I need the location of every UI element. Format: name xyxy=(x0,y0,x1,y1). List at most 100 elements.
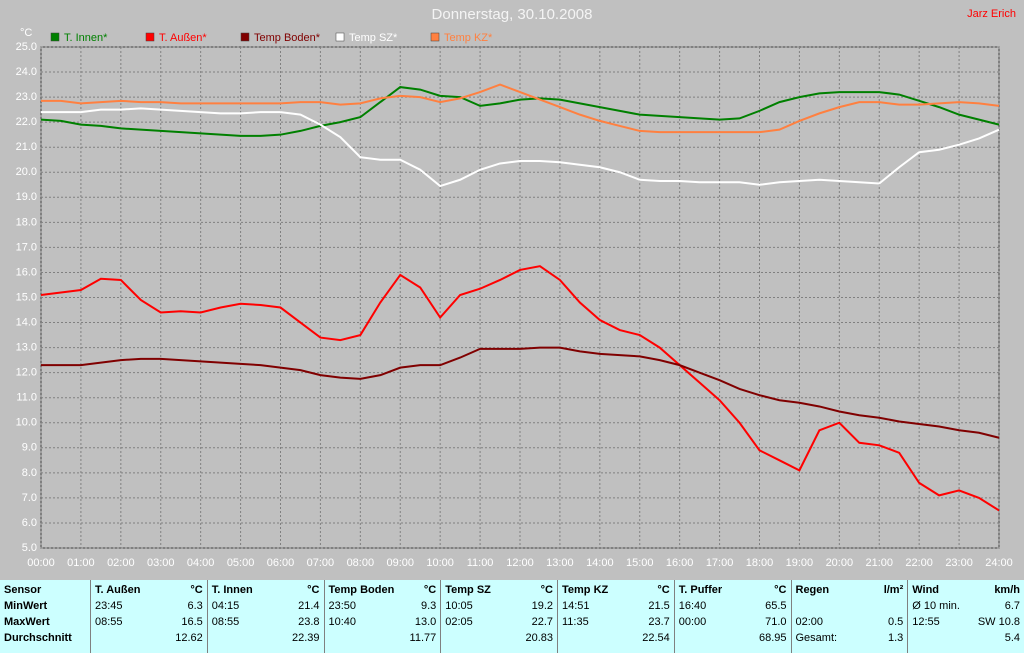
x-tick-label: 09:00 xyxy=(386,557,414,569)
sensor-name: Temp KZ xyxy=(562,584,609,596)
chart: Donnerstag, 30.10.2008 Jarz Erich °C 5.0… xyxy=(16,6,1016,569)
table-header: Sensor xyxy=(4,584,42,596)
x-tick-label: 17:00 xyxy=(706,557,734,569)
x-tick-label: 15:00 xyxy=(626,557,654,569)
sensor-column: Temp Boden °C 23:50 9.3 10:40 13.0 11.77 xyxy=(323,580,441,653)
table-row: 10:05 19.2 xyxy=(445,598,553,614)
legend-label: T. Außen* xyxy=(159,32,207,44)
x-tick-label: 21:00 xyxy=(865,557,893,569)
x-tick-label: 07:00 xyxy=(307,557,335,569)
y-tick-label: 6.0 xyxy=(22,517,37,529)
sensor-column: Regen l/m² 02:00 0.5 Gesamt: 1.3 xyxy=(790,580,908,653)
sensor-column: Temp KZ °C 14:51 21.5 11:35 23.7 22.54 xyxy=(557,580,674,653)
table-row: 11.77 xyxy=(329,630,437,646)
y-tick-label: 8.0 xyxy=(22,467,37,479)
sensor-header: Wind km/h xyxy=(912,582,1020,598)
sensor-column: T. Außen °C 23:45 6.3 08:55 16.5 12.62 xyxy=(90,580,207,653)
table-row: 04:15 21.4 xyxy=(212,598,320,614)
sensor-header: Temp KZ °C xyxy=(562,582,670,598)
cell-value: 22.7 xyxy=(531,616,553,628)
cell-time: 02:00 xyxy=(795,616,824,628)
cell-value: 22.54 xyxy=(642,632,670,644)
y-tick-label: 21.0 xyxy=(16,141,37,153)
y-axis-label: °C xyxy=(20,27,32,39)
sensor-column: T. Puffer °C 16:40 65.5 00:00 71.0 68.95 xyxy=(673,580,791,653)
sensor-unit: °C xyxy=(423,584,437,596)
x-tick-label: 04:00 xyxy=(187,557,215,569)
cell-time: 02:05 xyxy=(445,616,473,628)
sensor-column: Wind km/h Ø 10 min. 6.7 12:55 SW 10.8 5.4 xyxy=(907,580,1024,653)
sensor-header: T. Außen °C xyxy=(95,582,203,598)
sensor-name: T. Puffer xyxy=(678,584,723,596)
row-label: Durchschnitt xyxy=(4,632,72,644)
x-tick-label: 19:00 xyxy=(786,557,814,569)
table-row: 02:00 0.5 xyxy=(796,614,904,630)
cell-time: 23:45 xyxy=(95,600,123,612)
y-tick-label: 14.0 xyxy=(16,316,37,328)
cell-value: 21.5 xyxy=(648,600,670,612)
table-row: 23:50 9.3 xyxy=(329,598,437,614)
y-tick-label: 10.0 xyxy=(16,417,37,429)
x-tick-label: 08:00 xyxy=(347,557,375,569)
y-tick-label: 16.0 xyxy=(16,266,37,278)
legend-label: Temp Boden* xyxy=(254,32,321,44)
table-row: Gesamt: 1.3 xyxy=(796,630,904,646)
x-tick-label: 11:00 xyxy=(467,557,494,569)
cell-time: 11:35 xyxy=(562,616,589,628)
sensor-unit: km/h xyxy=(994,584,1020,596)
sensor-name: T. Innen xyxy=(211,584,253,596)
cell-time: 23:50 xyxy=(328,600,357,612)
series-line xyxy=(41,346,1000,439)
x-tick-label: 20:00 xyxy=(826,557,854,569)
legend-swatch xyxy=(145,32,155,42)
x-tick-label: 06:00 xyxy=(267,557,295,569)
cell-value: 0.5 xyxy=(887,616,904,628)
series-line xyxy=(41,83,1000,134)
table-row xyxy=(796,598,904,614)
sensor-header: Temp SZ °C xyxy=(445,582,553,598)
row-label: MaxWert xyxy=(4,616,50,628)
cell-value: SW 10.8 xyxy=(977,616,1020,628)
y-tick-label: 25.0 xyxy=(16,41,37,53)
series-line xyxy=(41,107,1000,188)
legend-label: Temp KZ* xyxy=(444,32,493,44)
x-tick-label: 22:00 xyxy=(905,557,933,569)
sensor-unit: °C xyxy=(190,584,203,596)
sensor-unit: °C xyxy=(774,584,787,596)
cell-value: 22.39 xyxy=(291,632,320,644)
legend-label: Temp SZ* xyxy=(349,32,398,44)
y-tick-label: 18.0 xyxy=(16,216,37,228)
table-row: 12:55 SW 10.8 xyxy=(912,614,1020,630)
table-row: 68.95 xyxy=(679,630,787,646)
sensor-name: Regen xyxy=(795,584,830,596)
cell-value: 65.5 xyxy=(765,600,787,612)
table-row: 08:55 23.8 xyxy=(212,614,320,630)
x-tick-label: 02:00 xyxy=(107,557,135,569)
x-tick-label: 01:00 xyxy=(67,557,95,569)
table-row: 02:05 22.7 xyxy=(445,614,553,630)
x-tick-label: 00:00 xyxy=(27,557,55,569)
table-row: 08:55 16.5 xyxy=(95,614,203,630)
author: Jarz Erich xyxy=(967,8,1016,20)
y-tick-label: 11.0 xyxy=(16,392,37,404)
legend-label: T. Innen* xyxy=(64,32,108,44)
cell-value: 11.77 xyxy=(409,632,437,644)
table-row: 14:51 21.5 xyxy=(562,598,670,614)
cell-time: 00:00 xyxy=(678,616,707,628)
cell-value: 71.0 xyxy=(765,616,787,628)
y-tick-label: 24.0 xyxy=(16,66,37,78)
sensor-header: T. Puffer °C xyxy=(679,582,787,598)
cell-value: 23.7 xyxy=(648,616,670,628)
x-tick-label: 12:00 xyxy=(506,557,534,569)
y-tick-label: 19.0 xyxy=(16,191,37,203)
legend-swatch xyxy=(430,32,440,42)
cell-value: 5.4 xyxy=(1004,632,1020,644)
cell-time: 10:40 xyxy=(328,616,357,628)
y-tick-label: 20.0 xyxy=(16,166,37,178)
sensor-header: Temp Boden °C xyxy=(329,582,437,598)
x-tick-label: 03:00 xyxy=(147,557,175,569)
y-tick-label: 12.0 xyxy=(16,367,37,379)
sensor-unit: °C xyxy=(540,584,553,596)
sensor-unit: °C xyxy=(657,584,670,596)
y-tick-label: 17.0 xyxy=(16,241,37,253)
